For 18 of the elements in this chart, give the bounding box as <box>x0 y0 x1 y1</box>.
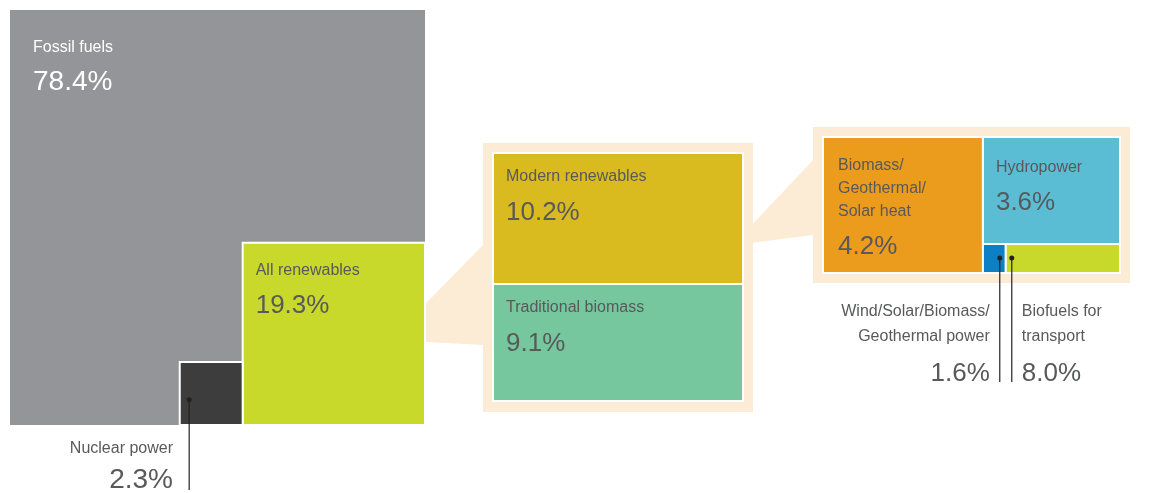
data-label: 9.1% <box>506 327 566 358</box>
category-label: Traditional biomass <box>506 298 645 316</box>
data-label: 8.0% <box>1021 357 1082 387</box>
category-label: Wind/Solar/Biomass/ Geothermal power <box>841 302 991 344</box>
category-label: Fossil fuels <box>33 38 114 55</box>
category-label: Hydropower <box>995 158 1083 175</box>
data-label: 4.2% <box>838 230 898 260</box>
category-label: All renewables <box>255 260 360 278</box>
data-label: 3.6% <box>995 186 1056 216</box>
data-label: 2.3% <box>109 463 173 493</box>
data-label: 1.6% <box>930 357 990 387</box>
data-label: 19.3% <box>255 288 330 319</box>
data-label: 78.4% <box>33 65 113 96</box>
category-label: Biomass/ Geothermal/ Solar heat <box>838 156 927 219</box>
category-label: Modern renewables <box>506 167 647 184</box>
data-label: 10.2% <box>506 196 580 226</box>
category-label: Nuclear power <box>69 439 174 456</box>
category-label: Biofuels for transport <box>1021 302 1103 344</box>
